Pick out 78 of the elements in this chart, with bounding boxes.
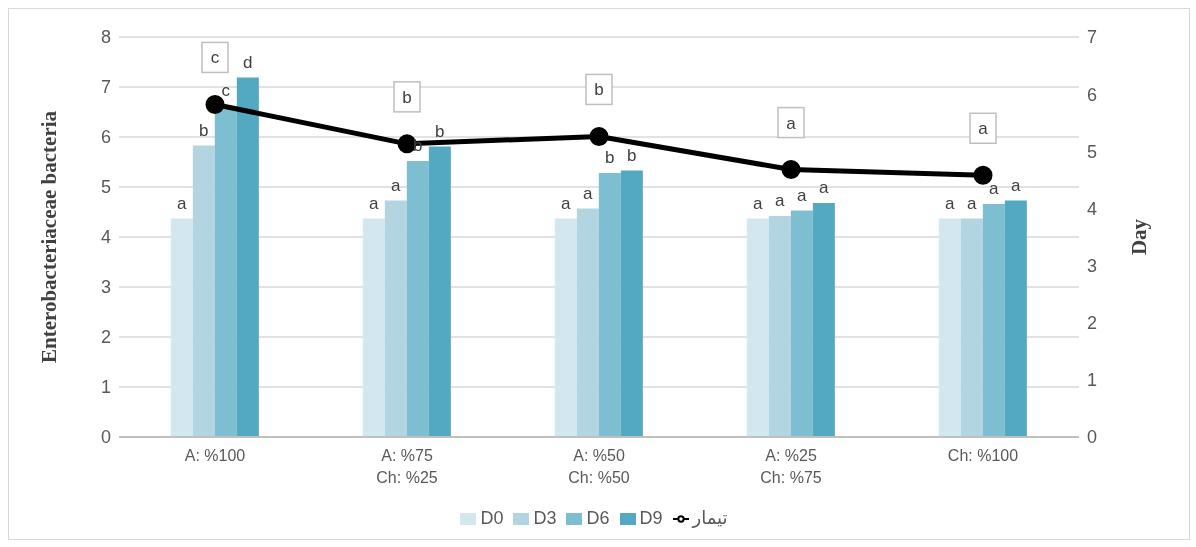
y2-tick-label: 4	[1087, 198, 1098, 219]
legend-label: D0	[480, 508, 504, 528]
bar	[768, 216, 791, 437]
bar	[620, 170, 643, 437]
data-label: a	[1011, 175, 1022, 195]
data-label: b	[627, 145, 637, 165]
x-tick-label: A: %100	[184, 447, 246, 464]
y2-axis-title: Day	[1127, 218, 1152, 256]
x-tick-label: A: %75 Ch: %25	[376, 447, 438, 486]
data-label: c	[210, 48, 220, 68]
y2-tick-label: 0	[1087, 427, 1098, 448]
bar	[554, 218, 577, 437]
data-label: a	[967, 193, 978, 213]
legend-label: D3	[533, 508, 557, 528]
data-label: a	[561, 193, 572, 213]
bar	[598, 173, 621, 437]
point	[589, 126, 609, 146]
data-label: b	[402, 87, 412, 107]
data-label: a	[583, 183, 594, 203]
data-label: a	[753, 193, 764, 213]
bar	[214, 106, 237, 437]
bar	[982, 204, 1005, 437]
y-tick-label: 5	[100, 177, 111, 198]
y-tick-label: 0	[100, 427, 111, 448]
y2-tick-label: 2	[1087, 313, 1098, 334]
bar	[192, 145, 215, 437]
bar	[790, 210, 813, 437]
y-tick-label: 3	[100, 277, 111, 298]
bar	[812, 203, 835, 437]
data-label: a	[989, 179, 1000, 198]
y2-tick-label: 3	[1087, 255, 1098, 276]
data-label: a	[786, 113, 797, 133]
y-tick-label: 7	[100, 77, 111, 98]
y-tick-label: 4	[100, 227, 111, 248]
data-label: d	[243, 52, 253, 72]
data-label: c	[221, 81, 231, 100]
data-label: b	[413, 136, 423, 155]
x-tick-label: A: %25 Ch: %75	[760, 447, 822, 486]
data-label: b	[605, 148, 615, 167]
y-tick-label: 6	[100, 127, 111, 148]
y-tick-label: 1	[100, 377, 111, 398]
bar	[428, 146, 451, 437]
bar	[236, 77, 259, 437]
bar	[576, 208, 599, 437]
bar	[362, 218, 385, 437]
data-label: a	[775, 191, 786, 210]
data-label: a	[177, 193, 188, 213]
bar	[960, 218, 983, 437]
legend-label: D6	[586, 508, 610, 528]
data-label: a	[978, 119, 989, 139]
bar	[170, 218, 193, 437]
data-label: a	[797, 185, 808, 205]
data-label: b	[594, 80, 604, 100]
y2-tick-label: 6	[1087, 84, 1098, 105]
bar	[746, 218, 769, 437]
point	[205, 94, 225, 114]
data-label: a	[369, 193, 380, 213]
legend-label: D9	[639, 508, 663, 528]
x-tick-label: A: %50 Ch: %50	[568, 447, 630, 486]
y2-tick-label: 7	[1087, 27, 1098, 48]
data-label: a	[945, 193, 956, 213]
x-tick-label: Ch: %100	[947, 447, 1019, 464]
point	[781, 160, 801, 180]
y2-tick-label: 5	[1087, 141, 1098, 162]
y2-tick-label: 1	[1087, 370, 1098, 391]
y-tick-label: 2	[100, 327, 111, 348]
bar	[938, 218, 961, 437]
y-tick-label: 8	[100, 27, 111, 48]
bar	[384, 200, 407, 437]
data-label: b	[199, 120, 209, 140]
bar	[406, 161, 429, 437]
y-axis-title: Enterobacteriaceae bacteria	[37, 110, 62, 364]
data-label: a	[391, 175, 402, 195]
bar	[1004, 200, 1027, 437]
point	[973, 165, 993, 185]
data-label: b	[435, 121, 445, 141]
data-label: a	[819, 178, 830, 197]
legend-label: تیمار	[692, 508, 728, 528]
